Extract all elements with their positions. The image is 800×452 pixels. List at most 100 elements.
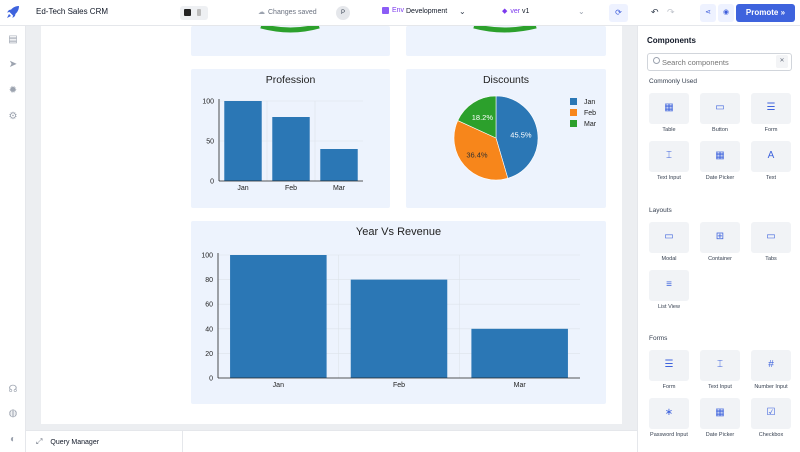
legend-swatch	[570, 109, 577, 116]
promote-button[interactable]: Promote »	[736, 4, 795, 22]
component-tile[interactable]: ⌶	[649, 141, 689, 172]
pages-icon[interactable]: ▤	[8, 34, 18, 45]
query-manager-toggle[interactable]: ⤢ Query Manager	[36, 437, 100, 446]
env-value[interactable]: Development	[406, 8, 448, 15]
preview-button[interactable]: ◉	[718, 4, 734, 22]
discounts-pie-chart: Discounts 45.5% Jan 36.4% Feb 18.2% Mar	[453, 74, 597, 181]
search-icon	[653, 57, 660, 64]
pie-slice-feb	[453, 120, 509, 181]
component-tile[interactable]: ☰	[751, 93, 791, 124]
y-tick-label: 50	[206, 139, 214, 146]
avatar[interactable]: P	[336, 6, 350, 20]
theme-toggle-icon[interactable]: ◐	[9, 434, 17, 445]
version-selector[interactable]: ◆ ver	[502, 7, 521, 16]
app-title[interactable]: Ed-Tech Sales CRM	[36, 7, 109, 16]
debugger-icon[interactable]: ✹	[8, 85, 18, 96]
chart-card-partial[interactable]	[191, 26, 390, 56]
section-heading: Commonly Used	[649, 78, 698, 85]
section-heading: Forms	[649, 335, 668, 342]
y-tick-label: 0	[210, 179, 214, 186]
pie-slice-jan	[495, 95, 539, 179]
share-button[interactable]: ⋖	[700, 4, 716, 22]
component-tile[interactable]: ☰	[649, 350, 689, 381]
component-label: Tabs	[765, 256, 777, 262]
year-vs-revenue-chart[interactable]: Year Vs Revenue 0 20 40 60 80 100 Jan Feb Mar	[191, 221, 606, 404]
undo-icon[interactable]: ↶	[651, 7, 659, 17]
y-tick-label: 100	[201, 253, 213, 260]
search-components-input[interactable]	[647, 53, 792, 71]
cloud-check-icon: ☁	[258, 9, 265, 16]
inspector-icon[interactable]: ➤	[8, 59, 18, 70]
component-tile[interactable]: ∗	[649, 398, 689, 429]
number-input-icon: #	[768, 359, 774, 370]
chart-title: Discounts	[483, 74, 529, 86]
bar-mar	[320, 149, 358, 181]
component-tile[interactable]: ▭	[649, 222, 689, 253]
component-tile[interactable]: ▦	[700, 398, 740, 429]
component-tile[interactable]: ▦	[649, 93, 689, 124]
support-icon[interactable]: ☊	[8, 384, 18, 395]
version-value[interactable]: v1	[522, 8, 530, 15]
profession-bar-chart: Profession 0 50 100 Jan Feb Mar	[202, 74, 363, 192]
x-tick-label: Feb	[285, 185, 297, 192]
chat-icon[interactable]: ◍	[8, 408, 18, 419]
bottom-bar: ⤢ Query Manager	[26, 430, 637, 452]
y-tick-label: 60	[205, 302, 213, 309]
components-panel: Components ✕ Commonly Used ▦ Table ▭ Button ☰…	[637, 26, 800, 452]
component-tile[interactable]: ⊞	[700, 222, 740, 253]
legend-entry: Jan	[584, 99, 595, 106]
component-tile[interactable]: ▭	[751, 222, 791, 253]
bar-mar	[471, 328, 568, 378]
component-tile[interactable]: ⌶	[700, 350, 740, 381]
component-tile[interactable]: A	[751, 141, 791, 172]
desktop-icon[interactable]	[184, 9, 191, 16]
section-heading: Layouts	[649, 207, 672, 214]
bar-jan	[230, 255, 327, 378]
device-toggle[interactable]	[180, 6, 208, 20]
bar-jan	[224, 101, 262, 181]
discounts-chart[interactable]: Discounts 45.5% Jan 36.4% Feb 18.2% Mar	[406, 69, 606, 208]
profession-chart[interactable]: Profession 0 50 100 Jan Feb Mar	[191, 69, 390, 208]
password-input-icon: ∗	[664, 407, 674, 418]
chevron-down-icon[interactable]: ⌄	[459, 7, 466, 16]
date-picker-icon: ▦	[715, 150, 725, 161]
refresh-button[interactable]: ⟳	[609, 4, 628, 22]
component-label: Form	[662, 384, 676, 390]
bar-feb	[272, 117, 310, 181]
y-tick-label: 100	[202, 99, 214, 106]
component-label: Container	[708, 256, 732, 262]
component-label: Date Picker	[705, 175, 735, 181]
rocket-logo-icon[interactable]	[5, 4, 21, 20]
component-tile[interactable]: #	[751, 350, 791, 381]
modal-icon: ▭	[664, 231, 674, 242]
component-label: Table	[662, 127, 676, 133]
component-label: Text Input	[708, 384, 732, 390]
chart-title: Year Vs Revenue	[356, 226, 441, 238]
component-tile[interactable]: ▭	[700, 93, 740, 124]
component-tile[interactable]: ≡	[649, 270, 689, 301]
chevron-down-icon[interactable]: ⌄	[578, 7, 585, 16]
y-tick-label: 80	[205, 277, 213, 284]
component-label: Text Input	[657, 175, 681, 181]
chart-card-partial[interactable]	[406, 26, 606, 56]
x-tick-label: Mar	[514, 382, 527, 389]
settings-gear-icon[interactable]: ⚙	[8, 111, 18, 122]
env-selector[interactable]: Env	[382, 7, 404, 14]
legend-swatch	[570, 98, 577, 105]
refresh-icon: ⟳	[615, 8, 622, 17]
clear-search-button[interactable]: ✕	[776, 55, 788, 68]
component-tile[interactable]: ▦	[700, 141, 740, 172]
top-bar: Ed-Tech Sales CRM ☁ Changes saved P Env …	[0, 0, 800, 26]
component-label: Date Picker	[705, 432, 735, 438]
x-tick-label: Feb	[393, 382, 405, 389]
eye-icon: ◉	[722, 9, 730, 16]
date-picker-icon: ▦	[715, 407, 725, 418]
legend-entry: Mar	[584, 121, 597, 128]
expand-icon: ⤢	[36, 437, 43, 446]
component-label: Text	[765, 175, 777, 181]
mobile-icon[interactable]	[197, 9, 201, 16]
component-label: Form	[764, 127, 778, 133]
component-tile[interactable]: ☑	[751, 398, 791, 429]
app-canvas[interactable]: Profession 0 50 100 Jan Feb Mar Discounts 45.5%…	[41, 26, 622, 424]
redo-icon[interactable]: ↷	[667, 7, 675, 17]
